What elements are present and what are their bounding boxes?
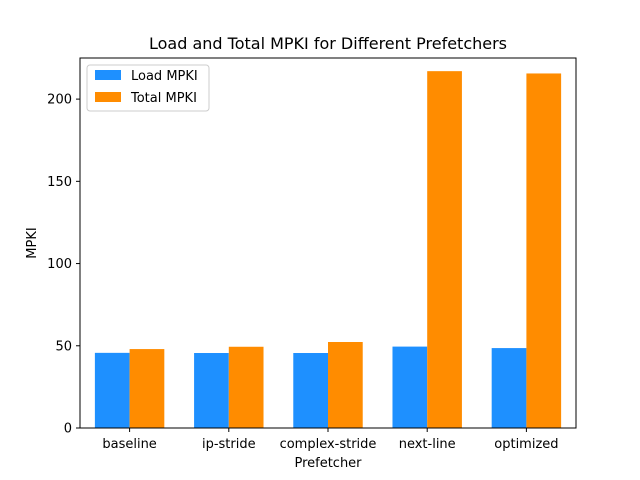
- x-tick-label: optimized: [494, 437, 558, 452]
- chart-title: Load and Total MPKI for Different Prefet…: [149, 34, 507, 53]
- bar-total-mpki-next-line: [427, 71, 462, 428]
- bar-load-mpki-ip-stride: [194, 353, 229, 428]
- legend-swatch-total-mpki: [95, 92, 121, 102]
- x-tick-label: baseline: [102, 437, 156, 452]
- x-tick-label: ip-stride: [202, 437, 256, 452]
- bar-total-mpki-optimized: [526, 73, 562, 429]
- legend: Load MPKI Total MPKI: [86, 64, 210, 112]
- legend-label-total-mpki: Total MPKI: [130, 91, 197, 106]
- bar-total-mpki-ip-stride: [228, 346, 264, 428]
- y-tick-label: 50: [55, 339, 72, 354]
- bar-load-mpki-baseline: [94, 352, 130, 428]
- bar-load-mpki-optimized: [491, 348, 527, 428]
- y-tick-label: 200: [47, 93, 72, 108]
- bar-load-mpki-complex-stride: [293, 353, 328, 428]
- y-axis: 0 50 100 150 200: [47, 93, 80, 437]
- x-axis-label: Prefetcher: [294, 456, 362, 471]
- legend-swatch-load-mpki: [95, 70, 121, 80]
- bars-group: [94, 71, 562, 429]
- y-axis-label: MPKI: [25, 227, 40, 258]
- y-tick-label: 0: [64, 422, 72, 437]
- legend-label-load-mpki: Load MPKI: [131, 69, 198, 84]
- bar-total-mpki-complex-stride: [328, 342, 363, 428]
- bar-load-mpki-next-line: [392, 346, 428, 428]
- x-axis: baseline ip-stride complex-stride next-line…: [102, 428, 559, 452]
- y-tick-label: 100: [47, 257, 72, 272]
- x-tick-label: complex-stride: [280, 437, 377, 452]
- bar-total-mpki-baseline: [129, 349, 165, 428]
- y-tick-label: 150: [47, 175, 72, 190]
- x-tick-label: next-line: [399, 437, 456, 452]
